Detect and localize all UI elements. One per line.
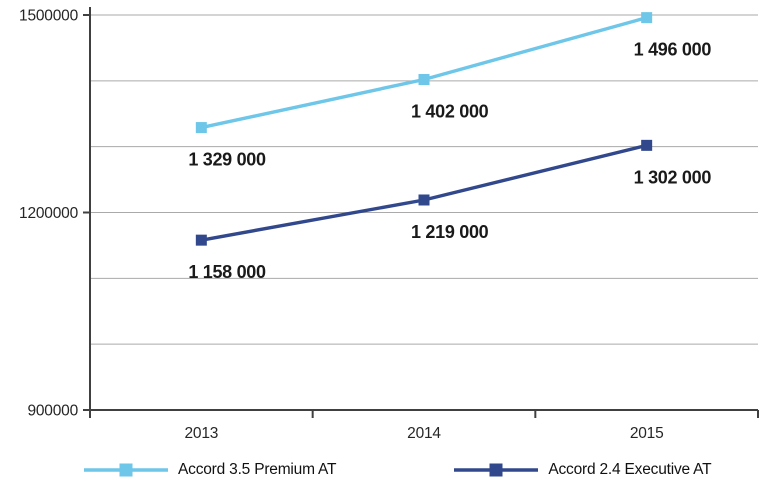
x-tick-label: 2015	[630, 425, 664, 442]
data-point-marker-accord-24-executive-at	[195, 234, 207, 246]
data-label-accord-35-premium-at: 1 402 000	[411, 102, 489, 122]
data-label-accord-24-executive-at: 1 219 000	[411, 222, 489, 242]
y-tick-label: 1200000	[19, 205, 79, 222]
y-tick-label: 1500000	[19, 8, 79, 25]
data-point-marker-accord-24-executive-at	[641, 139, 653, 151]
x-tick-label: 2013	[184, 425, 218, 442]
legend-label-accord-35: Accord 3.5 Premium AT	[178, 461, 337, 478]
data-label-accord-24-executive-at: 1 158 000	[188, 262, 266, 282]
legend-marker-accord-35	[84, 463, 168, 477]
plot-area: 900000 1200000 1500000 2013 2014 2015 1 329 00…	[19, 7, 759, 442]
chart-legend: Accord 3.5 Premium AT Accord 2.4 Executi…	[0, 461, 768, 479]
legend-square-marker	[119, 463, 133, 477]
legend-label-accord-24: Accord 2.4 Executive AT	[548, 461, 712, 478]
legend-square-marker	[489, 463, 503, 477]
x-tick-label: 2014	[407, 425, 441, 442]
y-tick-label: 900000	[27, 403, 78, 420]
legend-item-accord-24-executive: Accord 2.4 Executive AT	[454, 461, 712, 479]
data-label-accord-35-premium-at: 1 329 000	[188, 150, 266, 170]
data-label-accord-35-premium-at: 1 496 000	[634, 40, 712, 60]
data-label-accord-24-executive-at: 1 302 000	[634, 167, 712, 187]
legend-marker-accord-24	[454, 463, 539, 477]
data-point-marker-accord-35-premium-at	[641, 12, 653, 24]
data-point-marker-accord-35-premium-at	[418, 74, 430, 86]
data-point-marker-accord-24-executive-at	[418, 194, 430, 206]
data-point-marker-accord-35-premium-at	[195, 122, 207, 134]
legend-item-accord-35-premium: Accord 3.5 Premium AT	[84, 461, 337, 479]
